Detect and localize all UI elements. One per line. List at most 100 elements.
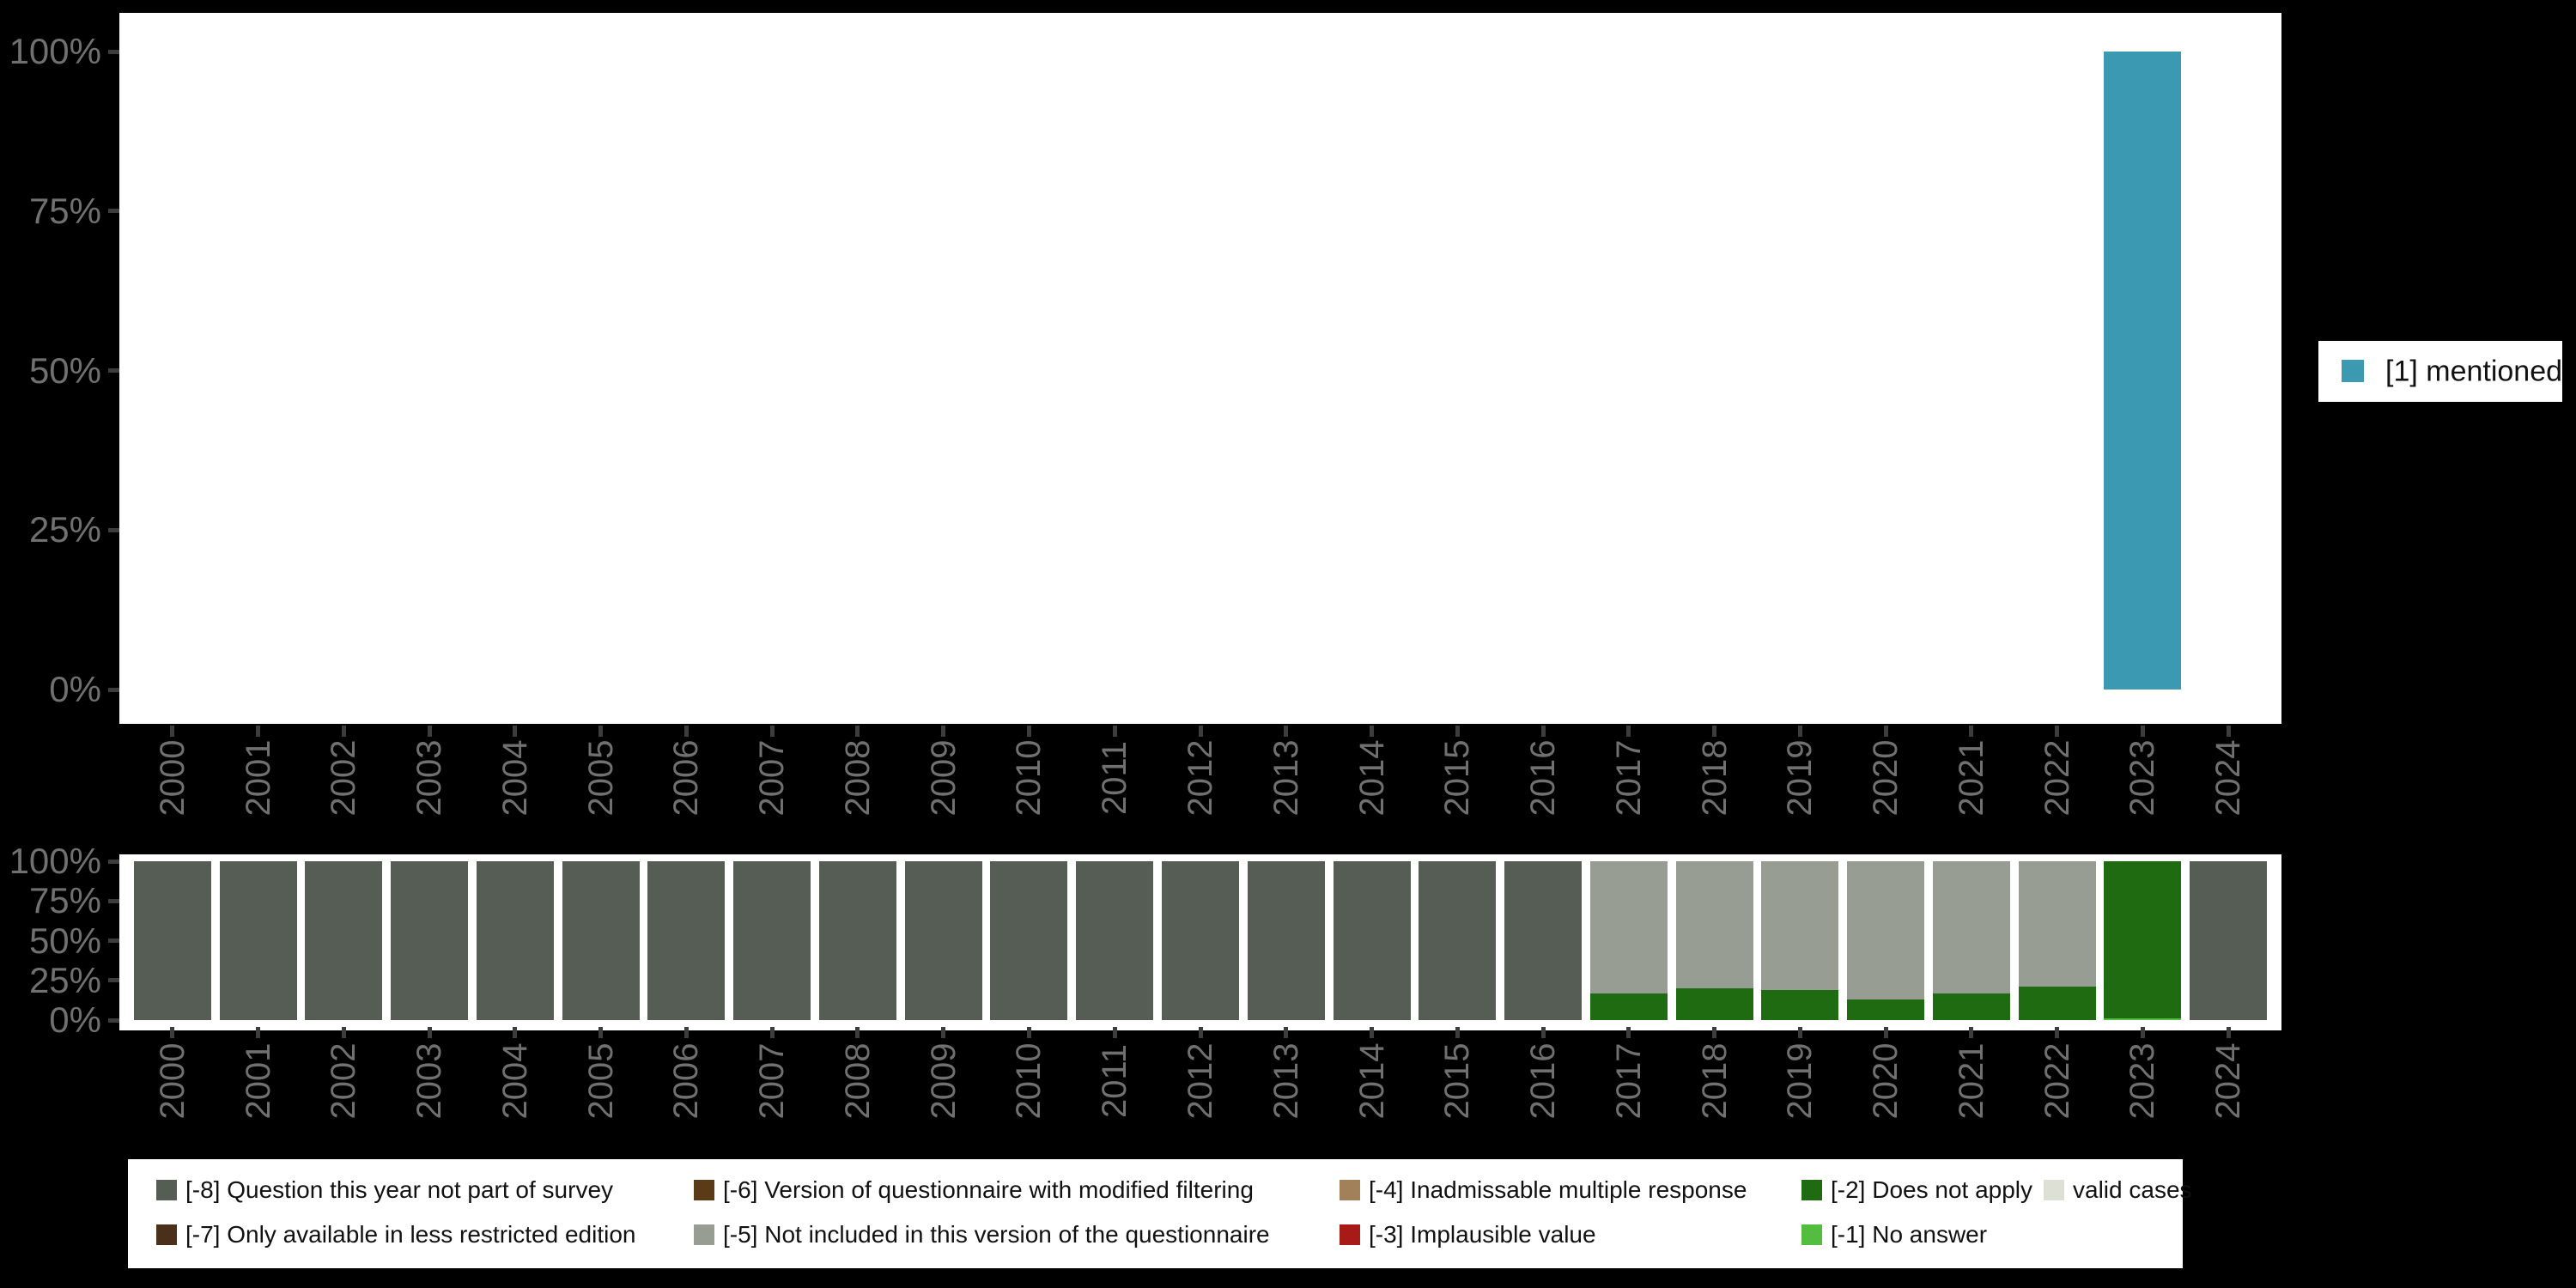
x-tick-label: 2003 [410, 1042, 449, 1120]
legend-item-label: [-4] Inadmissable multiple response [1369, 1176, 1747, 1203]
x-tick-label: 2017 [1609, 1042, 1648, 1120]
legend-swatch [1340, 1224, 1360, 1245]
x-tick [1712, 1027, 1717, 1038]
legend-item-label: [-1] No answer [1831, 1221, 1988, 1248]
legend-item-label: [-3] Implausible value [1369, 1221, 1596, 1248]
x-tick [769, 1027, 775, 1038]
x-tick [2055, 1027, 2060, 1038]
bar-segment [1761, 861, 1839, 990]
legend-swatch [1801, 1224, 1822, 1245]
bar-segment [1675, 861, 1753, 988]
x-tick [1626, 1027, 1631, 1038]
x-tick-label: 2018 [1695, 1042, 1734, 1120]
x-tick-label: 2021 [1952, 739, 1990, 817]
x-tick-label: 2011 [1096, 1043, 1134, 1119]
x-tick-label: 2005 [581, 739, 620, 817]
x-tick-label: 2012 [1182, 739, 1219, 817]
legend-swatch [1801, 1180, 1822, 1200]
legend-swatch [2044, 1180, 2064, 1200]
x-tick-label: 2005 [581, 1042, 620, 1120]
bar-segment [1932, 993, 2010, 1020]
y-tick-label: 100% [9, 841, 101, 881]
x-tick [2055, 726, 2060, 737]
x-tick [941, 726, 946, 737]
x-tick-label: 2004 [495, 1042, 534, 1120]
bar-segment [2190, 861, 2268, 1020]
x-tick [513, 726, 518, 737]
x-tick-label: 2006 [667, 1042, 706, 1120]
x-tick-label: 2004 [495, 739, 534, 817]
x-tick-label: 2020 [1867, 739, 1905, 817]
bar-segment [1076, 861, 1154, 1020]
y-tick [108, 368, 119, 373]
x-tick [1540, 1027, 1546, 1038]
bar-segment [305, 861, 383, 1020]
x-tick [427, 726, 432, 737]
x-tick-label: 2007 [753, 1042, 792, 1120]
x-tick-label: 2014 [1352, 739, 1391, 817]
bar-segment [2018, 987, 2096, 1020]
x-tick [1112, 1027, 1117, 1038]
legend-item-label: [-5] Not included in this version of the… [723, 1221, 1270, 1248]
y-tick [108, 527, 119, 532]
x-tick [769, 726, 775, 737]
bar-segment [818, 861, 896, 1020]
bar-segment [219, 861, 297, 1020]
x-tick [941, 1027, 946, 1038]
x-tick [427, 1027, 432, 1038]
x-tick-label: 2002 [325, 739, 363, 817]
bar-segment [1419, 861, 1497, 1020]
x-tick-label: 2022 [2038, 739, 2076, 817]
y-tick [108, 687, 119, 692]
x-tick [256, 1027, 261, 1038]
x-tick-label: 2011 [1096, 740, 1134, 816]
legend-item-label: [-7] Only available in less restricted e… [185, 1221, 636, 1248]
y-tick [108, 49, 119, 54]
x-tick [1883, 726, 1888, 737]
x-tick [683, 1027, 689, 1038]
x-tick-label: 2002 [325, 1042, 363, 1120]
y-tick [108, 209, 119, 214]
x-tick-label: 2015 [1438, 1042, 1477, 1120]
x-tick [170, 726, 175, 737]
x-tick-label: 2001 [239, 739, 277, 817]
x-tick [170, 1027, 175, 1038]
bar-segment [133, 861, 211, 1020]
y-tick-label: 25% [28, 959, 101, 1000]
bar-segment [1761, 989, 1839, 1020]
x-tick-label: 2019 [1781, 739, 1820, 817]
top-legend: [1] mentioned [2318, 341, 2562, 402]
bar-segment [647, 861, 726, 1020]
x-tick [1969, 1027, 1974, 1038]
legend-swatch [694, 1180, 714, 1200]
bar-segment [2104, 861, 2182, 1019]
x-tick-label: 2008 [838, 1042, 877, 1120]
x-tick [1284, 1027, 1289, 1038]
legend-swatch [156, 1180, 177, 1200]
x-tick-label: 2015 [1438, 739, 1477, 817]
y-tick-label: 50% [28, 920, 101, 961]
x-tick [1712, 726, 1717, 737]
x-tick [1284, 726, 1289, 737]
x-tick [1198, 726, 1203, 737]
x-tick-label: 2003 [410, 739, 449, 817]
x-tick-label: 2023 [2123, 739, 2162, 817]
bar-segment [1162, 861, 1239, 1020]
bar-segment [391, 861, 469, 1020]
bar-segment [1932, 861, 2010, 993]
legend-swatch [156, 1224, 177, 1245]
bar-segment [562, 861, 640, 1020]
x-tick [1370, 726, 1375, 737]
bar-segment [1589, 861, 1668, 993]
legend-item-label: [-8] Question this year not part of surv… [185, 1176, 614, 1203]
x-tick [1883, 1027, 1888, 1038]
x-tick [2140, 726, 2145, 737]
x-tick-label: 2020 [1867, 1042, 1905, 1120]
y-tick [108, 1018, 119, 1023]
x-tick [683, 726, 689, 737]
bar-segment [2018, 861, 2096, 987]
y-tick-label: 25% [28, 509, 101, 550]
x-tick-label: 2024 [2209, 739, 2248, 817]
x-tick [1969, 726, 1974, 737]
